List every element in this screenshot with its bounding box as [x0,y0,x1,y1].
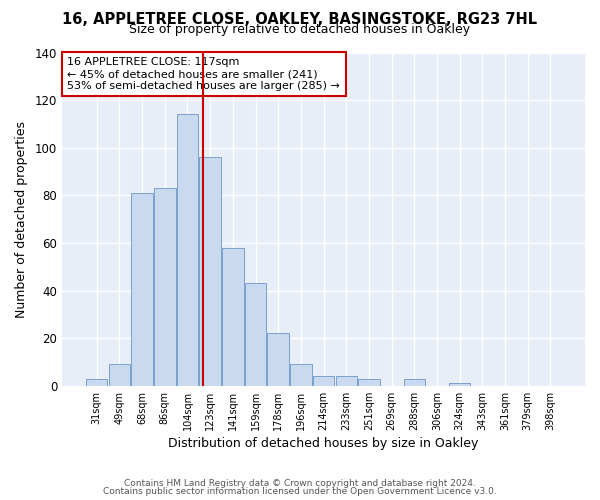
Bar [335,376,357,386]
Bar [404,378,425,386]
Text: 16 APPLETREE CLOSE: 117sqm
← 45% of detached houses are smaller (241)
53% of sem: 16 APPLETREE CLOSE: 117sqm ← 45% of deta… [67,58,340,90]
Bar [109,364,130,386]
Text: Size of property relative to detached houses in Oakley: Size of property relative to detached ho… [130,22,470,36]
Bar [199,158,221,386]
Bar [268,334,289,386]
Bar [313,376,334,386]
Text: Contains HM Land Registry data © Crown copyright and database right 2024.: Contains HM Land Registry data © Crown c… [124,478,476,488]
Bar [358,378,380,386]
Y-axis label: Number of detached properties: Number of detached properties [15,120,28,318]
Bar [131,193,153,386]
X-axis label: Distribution of detached houses by size in Oakley: Distribution of detached houses by size … [169,437,479,450]
Bar [176,114,198,386]
Text: 16, APPLETREE CLOSE, OAKLEY, BASINGSTOKE, RG23 7HL: 16, APPLETREE CLOSE, OAKLEY, BASINGSTOKE… [62,12,538,28]
Bar [222,248,244,386]
Bar [245,284,266,386]
Bar [154,188,176,386]
Bar [449,384,470,386]
Bar [290,364,311,386]
Text: Contains public sector information licensed under the Open Government Licence v3: Contains public sector information licen… [103,487,497,496]
Bar [86,378,107,386]
